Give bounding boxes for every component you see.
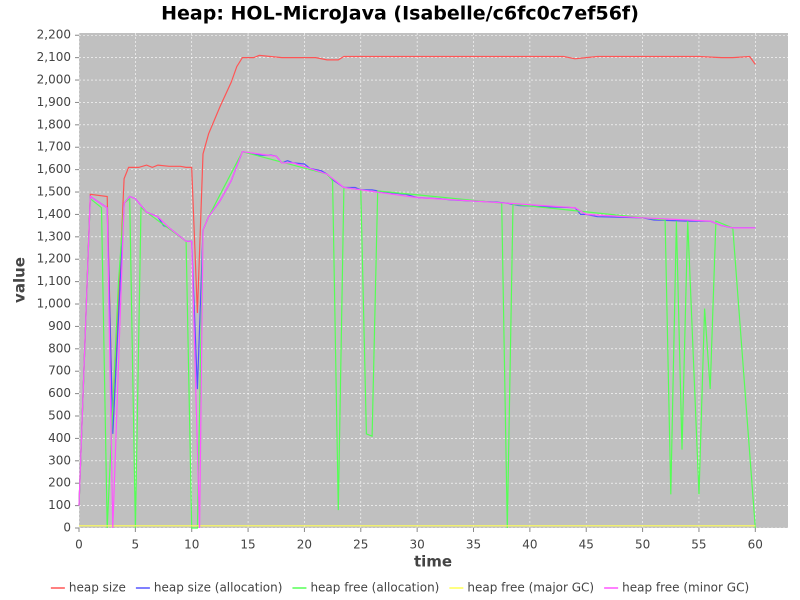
y-tick-label: 100 [48, 498, 71, 512]
legend-item: heap free (minor GC) [604, 581, 749, 595]
y-tick-label: 900 [48, 319, 71, 333]
x-tick-label: 60 [748, 538, 763, 552]
y-tick-label: 500 [48, 409, 71, 423]
x-tick-label: 45 [579, 538, 594, 552]
x-tick-label: 25 [353, 538, 368, 552]
y-tick-label: 200 [48, 476, 71, 490]
x-tick-label: 55 [691, 538, 706, 552]
y-tick-label: 400 [48, 431, 71, 445]
y-tick-label: 700 [48, 364, 71, 378]
legend-item: heap free (allocation) [292, 581, 439, 595]
legend-item: heap size [50, 581, 126, 595]
y-axis-label: value [11, 257, 29, 303]
y-tick-label: 2,100 [37, 50, 71, 64]
legend-label: heap free (allocation) [310, 581, 439, 595]
x-axis-label: time [414, 553, 452, 571]
y-tick-label: 2,000 [37, 73, 71, 87]
legend-label: heap free (minor GC) [622, 581, 749, 595]
legend: heap size heap size (allocation) heap free… [50, 581, 749, 595]
plot-area [79, 33, 788, 528]
y-tick-label: 800 [48, 341, 71, 355]
y-tick-label: 1,100 [37, 274, 71, 288]
y-tick-label: 0 [63, 521, 71, 535]
x-tick-label: 35 [466, 538, 481, 552]
y-tick-label: 1,900 [37, 95, 71, 109]
y-tick-label: 1,800 [37, 117, 71, 131]
x-tick-label: 40 [522, 538, 537, 552]
y-tick-label: 1,500 [37, 185, 71, 199]
x-tick-label: 30 [410, 538, 425, 552]
y-tick-label: 1,600 [37, 162, 71, 176]
legend-item: heap free (major GC) [449, 581, 594, 595]
chart-title: Heap: HOL-MicroJava (Isabelle/c6fc0c7ef5… [161, 3, 639, 25]
y-tick-label: 600 [48, 386, 71, 400]
x-tick-label: 0 [75, 538, 83, 552]
grid [78, 33, 788, 529]
y-tick-label: 1,200 [37, 252, 71, 266]
legend-label: heap size [69, 581, 126, 595]
series-line [78, 150, 756, 529]
x-tick-label: 50 [635, 538, 650, 552]
series-line [78, 54, 756, 506]
y-tick-label: 1,300 [37, 229, 71, 243]
y-tick-label: 1,700 [37, 140, 71, 154]
legend-item: heap size (allocation) [135, 581, 283, 595]
x-tick-label: 5 [132, 538, 140, 552]
x-tick-label: 10 [184, 538, 199, 552]
series-line [78, 151, 756, 529]
legend-label: heap free (major GC) [467, 581, 594, 595]
x-tick-label: 15 [240, 538, 255, 552]
y-tick-label: 1,400 [37, 207, 71, 221]
y-tick-label: 1,000 [37, 297, 71, 311]
legend-label: heap size (allocation) [154, 581, 283, 595]
y-tick-label: 2,200 [37, 28, 71, 42]
y-tick-label: 300 [48, 453, 71, 467]
x-tick-label: 20 [297, 538, 312, 552]
